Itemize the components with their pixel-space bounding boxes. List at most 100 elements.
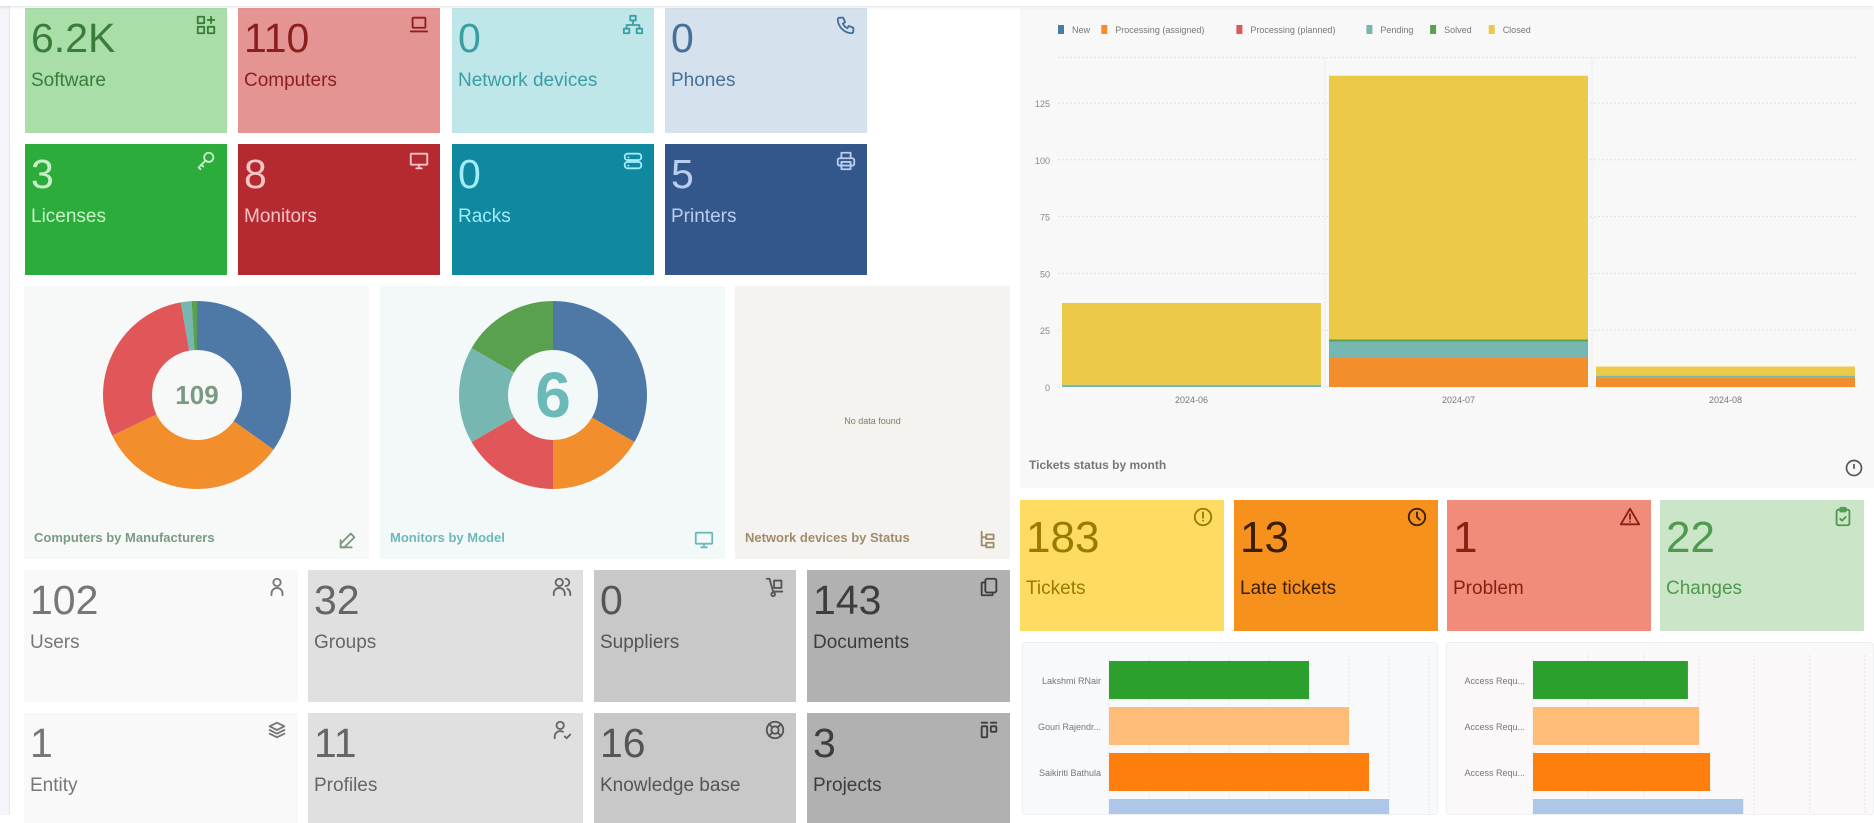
y-category-label: Saikiriti Bathula: [1039, 768, 1101, 778]
tile-value: 143: [813, 577, 882, 623]
tile-software[interactable]: 6.2K Software: [25, 8, 227, 133]
legend-item[interactable]: Closed: [1503, 25, 1531, 35]
legend-item[interactable]: Processing (assigned): [1115, 25, 1204, 35]
tile-computers[interactable]: 110 Computers: [238, 8, 440, 133]
tile-label: Documents: [813, 632, 910, 653]
legend-swatch[interactable]: [1101, 25, 1108, 34]
tile-knowledge-base[interactable]: 16 Knowledge base: [594, 713, 796, 823]
donut-slice[interactable]: [471, 417, 553, 490]
edit-icon[interactable]: [337, 529, 359, 551]
bar[interactable]: [1533, 661, 1688, 699]
tile-monitors[interactable]: 8 Monitors: [238, 144, 440, 275]
tile-label: Network devices: [458, 70, 598, 91]
legend-swatch[interactable]: [1488, 25, 1495, 34]
sidebar-edge: [0, 0, 10, 815]
monitor-icon: [408, 150, 430, 172]
bar[interactable]: [1109, 661, 1309, 699]
donut-slice[interactable]: [191, 301, 197, 351]
tile-value: 11: [314, 720, 357, 766]
bar[interactable]: [1109, 707, 1349, 745]
card-title: Network devices by Status: [745, 530, 910, 545]
tile-profiles[interactable]: 11 Profiles: [308, 713, 583, 823]
dolly-icon: [764, 576, 786, 598]
legend-item[interactable]: Processing (planned): [1250, 25, 1335, 35]
tile-phones[interactable]: 0 Phones: [665, 8, 867, 133]
horizontal-bar-chart-1: Lakshmi RNair Gouri Rajendr... Saikiriti B…: [1022, 642, 1438, 815]
tile-suppliers[interactable]: 0 Suppliers: [594, 570, 796, 702]
tile-label: Users: [30, 632, 80, 653]
alert-circle-icon: [1192, 506, 1214, 528]
monitor-icon[interactable]: [693, 529, 715, 551]
card-tickets-status-by-month: New Processing (assigned) Processing (plan…: [1020, 8, 1874, 488]
bar[interactable]: [1533, 799, 1744, 815]
legend-swatch[interactable]: [1058, 25, 1064, 34]
x-tick-label: 2024-06: [1175, 395, 1208, 405]
stack-icon: [266, 719, 288, 741]
bar-segment-closed[interactable]: [1062, 302, 1321, 385]
tile-value: 13: [1240, 513, 1289, 562]
alert-circle-icon[interactable]: [1844, 458, 1864, 478]
legend-swatch[interactable]: [1430, 25, 1437, 34]
donut-slice[interactable]: [103, 302, 190, 436]
donut-slice[interactable]: [459, 348, 515, 442]
tile-users[interactable]: 102 Users: [24, 570, 298, 702]
bar-segment-closed[interactable]: [1329, 75, 1588, 340]
tile-label: Knowledge base: [600, 775, 741, 796]
donut-slice[interactable]: [471, 301, 553, 373]
legend-swatch[interactable]: [1366, 25, 1373, 34]
tile-projects[interactable]: 3 Projects: [807, 713, 1010, 823]
donut-slice[interactable]: [112, 414, 274, 489]
tile-label: Licenses: [31, 206, 106, 227]
y-tick-label: 100: [1035, 156, 1050, 166]
bar-segment-solved[interactable]: [1329, 339, 1588, 342]
apps-add-icon: [195, 14, 217, 36]
donut-slice[interactable]: [553, 417, 635, 490]
tile-label: Printers: [671, 206, 737, 227]
bar[interactable]: [1109, 753, 1369, 791]
tile-racks[interactable]: 0 Racks: [452, 144, 654, 275]
tile-problem[interactable]: 1 Problem: [1447, 500, 1651, 631]
tile-tickets[interactable]: 183 Tickets: [1020, 500, 1224, 631]
laptop-icon: [408, 14, 430, 36]
tile-label: Changes: [1666, 578, 1743, 599]
tile-value: 110: [244, 15, 310, 61]
bar[interactable]: [1533, 753, 1711, 791]
tile-documents[interactable]: 143 Documents: [807, 570, 1010, 702]
y-tick-label: 25: [1040, 326, 1050, 336]
tile-value: 8: [244, 151, 267, 197]
legend-item[interactable]: New: [1072, 25, 1091, 35]
tile-groups[interactable]: 32 Groups: [308, 570, 583, 702]
tile-entity[interactable]: 1 Entity: [24, 713, 298, 823]
donut-slice[interactable]: [553, 301, 647, 442]
tile-printers[interactable]: 5 Printers: [665, 144, 867, 275]
tile-label: Problem: [1453, 578, 1524, 599]
tile-changes[interactable]: 22 Changes: [1660, 500, 1864, 631]
lifebuoy-icon: [764, 719, 786, 741]
tile-value: 16: [600, 720, 646, 766]
tile-label: Late tickets: [1240, 578, 1337, 599]
legend-item[interactable]: Pending: [1380, 25, 1413, 35]
hierarchy-icon[interactable]: [978, 529, 1000, 551]
tile-network-devices[interactable]: 0 Network devices: [452, 8, 654, 133]
tile-licenses[interactable]: 3 Licenses: [25, 144, 227, 275]
legend-swatch[interactable]: [1236, 25, 1243, 34]
bar-segment-pending[interactable]: [1329, 341, 1588, 358]
bar-segment-pending[interactable]: [1062, 384, 1321, 387]
bar-segment-closed[interactable]: [1596, 366, 1855, 376]
donut-chart: 109: [103, 301, 291, 489]
tile-value: 32: [314, 577, 360, 623]
tile-late-tickets[interactable]: 13 Late tickets: [1234, 500, 1438, 631]
bar[interactable]: [1109, 799, 1389, 815]
tile-value: 1: [30, 720, 53, 766]
tile-label: Monitors: [244, 206, 317, 227]
bar-segment-processing-assigned[interactable]: [1329, 357, 1588, 387]
bar-segment-processing-assigned[interactable]: [1596, 377, 1855, 387]
tile-value: 5: [671, 151, 694, 197]
network-icon: [622, 14, 644, 36]
bar-segment-pending[interactable]: [1596, 375, 1855, 378]
bar[interactable]: [1533, 707, 1699, 745]
card-title: Computers by Manufacturers: [34, 530, 215, 545]
donut-slice[interactable]: [180, 301, 195, 351]
donut-slice[interactable]: [197, 301, 291, 450]
legend-item[interactable]: Solved: [1444, 25, 1472, 35]
